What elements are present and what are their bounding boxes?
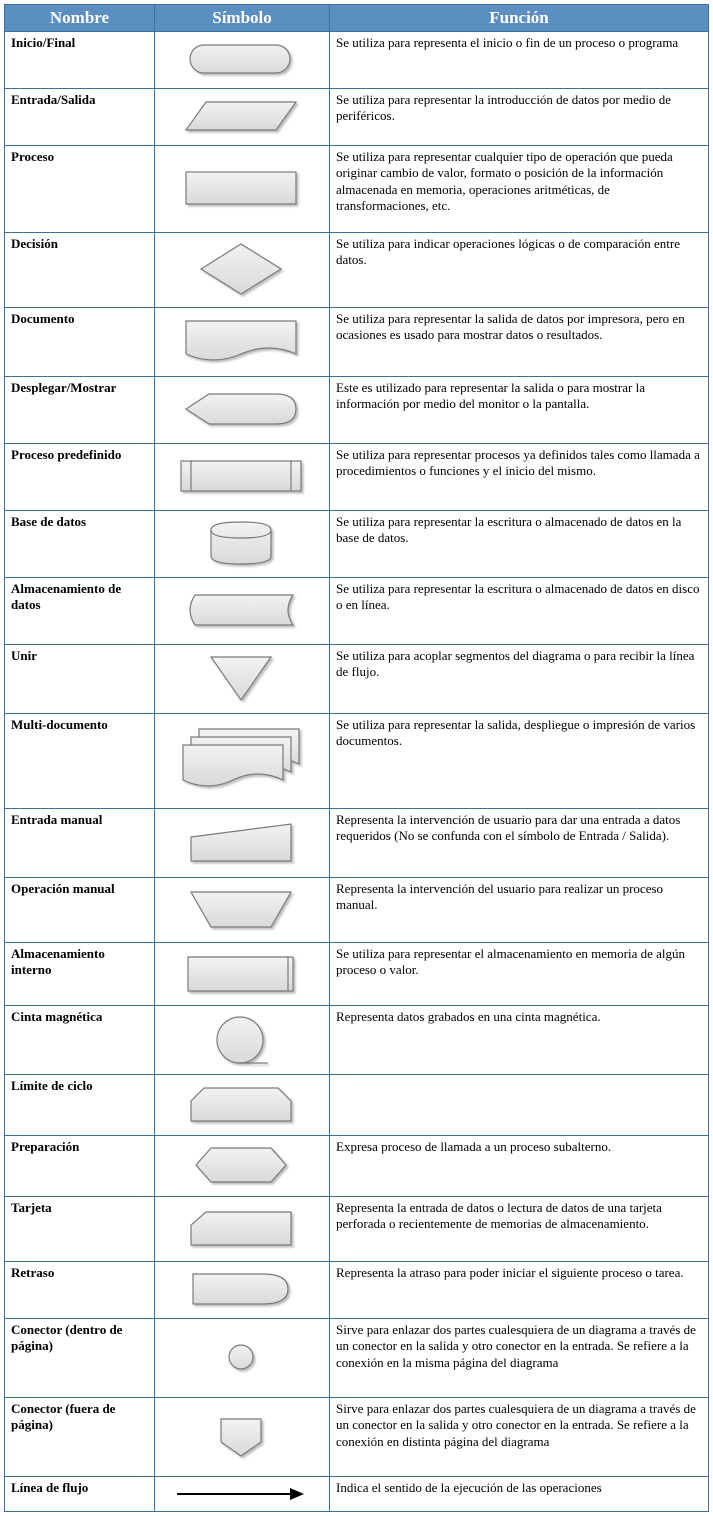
table-row: Base de datos Se utiliza para representa…	[5, 511, 709, 578]
symbol-icon	[155, 1197, 330, 1262]
symbol-function: Se utiliza para acoplar segmentos del di…	[330, 645, 709, 714]
table-row: Documento Se utiliza para representar la…	[5, 308, 709, 377]
table-row: Retraso Representa la atraso para poder …	[5, 1262, 709, 1319]
symbol-name: Proceso predefinido	[5, 444, 155, 511]
symbol-function: Representa la intervención de usuario pa…	[330, 809, 709, 878]
symbol-name: Unir	[5, 645, 155, 714]
symbol-function: Representa la atraso para poder iniciar …	[330, 1262, 709, 1319]
symbol-name: Cinta magnética	[5, 1006, 155, 1075]
symbol-function	[330, 1075, 709, 1136]
symbol-function: Se utiliza para representar la salida, d…	[330, 714, 709, 809]
symbol-function: Se utiliza para representar la escritura…	[330, 578, 709, 645]
header-funcion: Función	[330, 5, 709, 32]
symbol-function: Se utiliza para representar cualquier ti…	[330, 146, 709, 233]
symbol-function: Se utiliza para indicar operaciones lógi…	[330, 233, 709, 308]
symbol-icon	[155, 511, 330, 578]
symbol-name: Línea de flujo	[5, 1477, 155, 1512]
table-row: Entrada manual Representa la intervenció…	[5, 809, 709, 878]
table-row: Conector (dentro de página) Sirve para e…	[5, 1319, 709, 1398]
symbol-function: Se utiliza para representar el almacenam…	[330, 943, 709, 1006]
table-row: Conector (fuera de página) Sirve para en…	[5, 1398, 709, 1477]
symbol-function: Indica el sentido de la ejecución de las…	[330, 1477, 709, 1512]
symbol-function: Sirve para enlazar dos partes cualesquie…	[330, 1398, 709, 1477]
symbol-icon	[155, 1319, 330, 1398]
symbol-function: Se utiliza para representar la escritura…	[330, 511, 709, 578]
symbol-name: Entrada/Salida	[5, 89, 155, 146]
table-row: Proceso Se utiliza para representar cual…	[5, 146, 709, 233]
symbol-name: Límite de ciclo	[5, 1075, 155, 1136]
symbol-icon	[155, 1262, 330, 1319]
symbol-icon	[155, 89, 330, 146]
symbol-name: Preparación	[5, 1136, 155, 1197]
table-header-row: Nombre Símbolo Función	[5, 5, 709, 32]
symbol-icon	[155, 233, 330, 308]
table-row: Preparación Expresa proceso de llamada a…	[5, 1136, 709, 1197]
symbol-name: Documento	[5, 308, 155, 377]
symbol-name: Decisión	[5, 233, 155, 308]
symbol-function: Representa la intervención del usuario p…	[330, 878, 709, 943]
symbol-icon	[155, 444, 330, 511]
table-row: Proceso predefinido Se utiliza para repr…	[5, 444, 709, 511]
symbol-function: Se utiliza para representar la salida de…	[330, 308, 709, 377]
symbol-icon	[155, 1477, 330, 1512]
symbol-name: Almacenamiento interno	[5, 943, 155, 1006]
symbol-icon	[155, 878, 330, 943]
symbol-name: Multi-documento	[5, 714, 155, 809]
symbol-name: Tarjeta	[5, 1197, 155, 1262]
symbol-name: Inicio/Final	[5, 32, 155, 89]
symbol-icon	[155, 146, 330, 233]
symbol-function: Representa datos grabados en una cinta m…	[330, 1006, 709, 1075]
symbol-icon	[155, 809, 330, 878]
symbol-name: Entrada manual	[5, 809, 155, 878]
table-row: Desplegar/Mostrar Este es utilizado para…	[5, 377, 709, 444]
table-row: Entrada/Salida Se utiliza para represent…	[5, 89, 709, 146]
symbol-icon	[155, 1398, 330, 1477]
symbol-icon	[155, 645, 330, 714]
table-row: Almacenamiento de datos Se utiliza para …	[5, 578, 709, 645]
symbol-icon	[155, 943, 330, 1006]
symbol-function: Representa la entrada de datos o lectura…	[330, 1197, 709, 1262]
symbol-name: Retraso	[5, 1262, 155, 1319]
table-row: Multi-documento Se utiliza para represen…	[5, 714, 709, 809]
symbol-function: Este es utilizado para representar la sa…	[330, 377, 709, 444]
symbol-function: Se utiliza para representar procesos ya …	[330, 444, 709, 511]
symbol-function: Se utiliza para representar la introducc…	[330, 89, 709, 146]
symbol-icon	[155, 32, 330, 89]
symbol-icon	[155, 308, 330, 377]
table-row: Línea de flujo Indica el sentido de la ej…	[5, 1477, 709, 1512]
symbol-name: Proceso	[5, 146, 155, 233]
table-row: Operación manual Representa la intervenc…	[5, 878, 709, 943]
symbol-icon	[155, 578, 330, 645]
symbol-name: Desplegar/Mostrar	[5, 377, 155, 444]
symbol-icon	[155, 1006, 330, 1075]
table-row: Límite de ciclo	[5, 1075, 709, 1136]
header-nombre: Nombre	[5, 5, 155, 32]
table-row: Cinta magnética Representa datos grabado…	[5, 1006, 709, 1075]
table-row: Unir Se utiliza para acoplar segmentos d…	[5, 645, 709, 714]
table-row: Tarjeta Representa la entrada de datos o…	[5, 1197, 709, 1262]
symbol-icon	[155, 714, 330, 809]
symbol-name: Conector (dentro de página)	[5, 1319, 155, 1398]
symbol-function: Se utiliza para representa el inicio o f…	[330, 32, 709, 89]
symbol-name: Operación manual	[5, 878, 155, 943]
symbol-name: Conector (fuera de página)	[5, 1398, 155, 1477]
symbol-name: Almacenamiento de datos	[5, 578, 155, 645]
table-row: Inicio/Final Se utiliza para representa …	[5, 32, 709, 89]
table-row: Decisión Se utiliza para indicar operaci…	[5, 233, 709, 308]
flowchart-symbols-table: Nombre Símbolo Función Inicio/Final Se u…	[4, 4, 709, 1512]
symbol-icon	[155, 377, 330, 444]
symbol-icon	[155, 1075, 330, 1136]
symbol-name: Base de datos	[5, 511, 155, 578]
table-row: Almacenamiento interno Se utiliza para r…	[5, 943, 709, 1006]
symbol-function: Sirve para enlazar dos partes cualesquie…	[330, 1319, 709, 1398]
header-simbolo: Símbolo	[155, 5, 330, 32]
symbol-icon	[155, 1136, 330, 1197]
symbol-function: Expresa proceso de llamada a un proceso …	[330, 1136, 709, 1197]
